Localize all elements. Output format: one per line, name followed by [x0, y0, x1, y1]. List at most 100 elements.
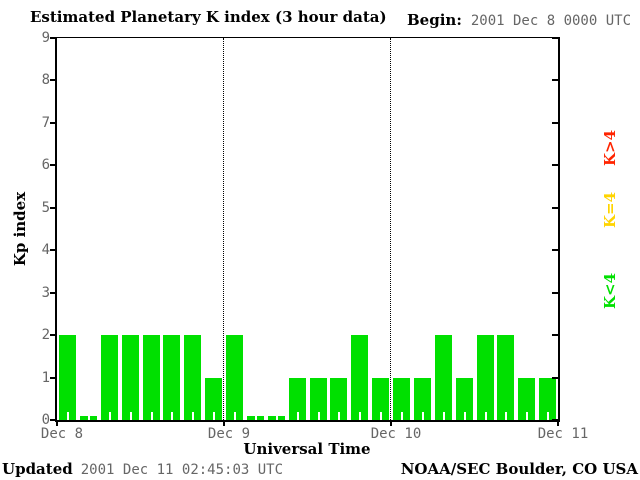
- kp-bar: [497, 335, 514, 420]
- axis-tick-notch: [109, 412, 111, 420]
- footer-source: NOAA/SEC Boulder, CO USA: [400, 460, 638, 478]
- y-tick-label: 5: [41, 200, 50, 216]
- axis-tick-notch: [526, 412, 528, 420]
- y-axis-tick: [50, 207, 57, 209]
- y-axis-tick: [50, 419, 57, 421]
- x-tick-label: Dec 8: [40, 426, 84, 442]
- y-axis-tick: [50, 79, 57, 81]
- begin-value: 2001 Dec 8 0000 UTC: [470, 13, 632, 29]
- kp-bar: [205, 378, 222, 420]
- axis-tick-notch: [255, 412, 257, 420]
- y-axis-tick-right: [552, 164, 558, 166]
- legend-item: K<4: [594, 261, 626, 321]
- kp-bar: [393, 378, 410, 420]
- y-axis-tick: [50, 292, 57, 294]
- kp-bar: [372, 378, 389, 420]
- y-axis-tick-right: [552, 207, 558, 209]
- y-axis-tick: [50, 249, 57, 251]
- plot-area: [57, 38, 558, 420]
- kp-bar: [289, 378, 306, 420]
- kp-bar: [226, 335, 243, 420]
- x-tick-label: Dec 9: [207, 426, 251, 442]
- y-tick-label: 6: [41, 157, 50, 173]
- y-axis-tick-right: [552, 292, 558, 294]
- legend-label: K=4: [601, 191, 620, 229]
- axis-tick-notch: [359, 412, 361, 420]
- axis-tick-notch: [130, 412, 132, 420]
- axis-tick-notch: [318, 412, 320, 420]
- footer-updated: Updated 2001 Dec 11 02:45:03 UTC: [2, 460, 283, 478]
- kp-bar: [163, 335, 180, 420]
- axis-tick-notch: [505, 412, 507, 420]
- kp-bar: [122, 335, 139, 420]
- axis-tick-notch: [401, 412, 403, 420]
- y-tick-label: 4: [41, 242, 50, 258]
- legend-item: K=4: [594, 180, 626, 240]
- x-tick-label: Dec 11: [537, 426, 589, 442]
- kp-bar: [414, 378, 431, 420]
- legend-label: K<4: [601, 272, 620, 310]
- axis-tick-notch: [276, 412, 278, 420]
- y-axis-tick-right: [552, 377, 558, 379]
- begin-row: Begin: 2001 Dec 8 0000 UTC: [407, 11, 631, 29]
- axis-tick-notch: [485, 412, 487, 420]
- kp-bar: [477, 335, 494, 420]
- kp-bar: [518, 378, 535, 420]
- axis-tick-notch: [422, 412, 424, 420]
- kp-bar: [143, 335, 160, 420]
- x-axis-day-tick: [557, 420, 559, 426]
- legend-label: K>4: [601, 129, 620, 167]
- kp-bar: [435, 335, 452, 420]
- axis-tick-notch: [151, 412, 153, 420]
- axis-tick-notch: [443, 412, 445, 420]
- updated-label: Updated: [2, 460, 73, 478]
- y-axis-tick-right: [552, 122, 558, 124]
- day-boundary-gridline: [223, 38, 224, 420]
- y-axis-tick: [50, 334, 57, 336]
- y-axis-tick-right: [552, 419, 558, 421]
- y-axis-title: Kp index: [11, 191, 29, 267]
- y-axis-tick-right: [552, 79, 558, 81]
- y-axis-tick-right: [552, 37, 558, 39]
- y-tick-label: 9: [41, 30, 50, 46]
- x-axis-day-tick: [223, 420, 225, 426]
- kp-bar: [310, 378, 327, 420]
- y-axis-tick: [50, 377, 57, 379]
- plot-frame: [55, 37, 560, 422]
- x-axis-day-tick: [390, 420, 392, 426]
- axis-tick-notch: [464, 412, 466, 420]
- updated-value: 2001 Dec 11 02:45:03 UTC: [80, 462, 284, 478]
- kp-bar: [184, 335, 201, 420]
- kp-bar: [351, 335, 368, 420]
- axis-tick-notch: [213, 412, 215, 420]
- chart-title: Estimated Planetary K index (3 hour data…: [30, 8, 387, 26]
- x-axis-day-tick: [56, 420, 58, 426]
- kp-bar: [330, 378, 347, 420]
- y-axis-tick: [50, 37, 57, 39]
- x-axis-title: Universal Time: [243, 440, 371, 458]
- kp-bar: [539, 378, 556, 420]
- y-tick-label: 7: [41, 115, 50, 131]
- axis-tick-notch: [380, 412, 382, 420]
- axis-tick-notch: [88, 412, 90, 420]
- axis-tick-notch: [192, 412, 194, 420]
- y-tick-label: 2: [41, 327, 50, 343]
- kp-bar: [101, 335, 118, 420]
- y-axis-tick: [50, 164, 57, 166]
- y-tick-label: 8: [41, 72, 50, 88]
- axis-tick-notch: [171, 412, 173, 420]
- y-tick-label: 3: [41, 285, 50, 301]
- day-boundary-gridline: [390, 38, 391, 420]
- axis-tick-notch: [338, 412, 340, 420]
- y-axis-tick-right: [552, 334, 558, 336]
- kp-bar: [59, 335, 76, 420]
- y-axis-tick: [50, 122, 57, 124]
- kp-bar: [456, 378, 473, 420]
- y-tick-label: 1: [41, 370, 50, 386]
- y-axis-tick-right: [552, 249, 558, 251]
- legend-item: K>4: [594, 118, 626, 178]
- axis-tick-notch: [297, 412, 299, 420]
- x-tick-label: Dec 10: [370, 426, 422, 442]
- y-tick-label: 0: [41, 412, 50, 428]
